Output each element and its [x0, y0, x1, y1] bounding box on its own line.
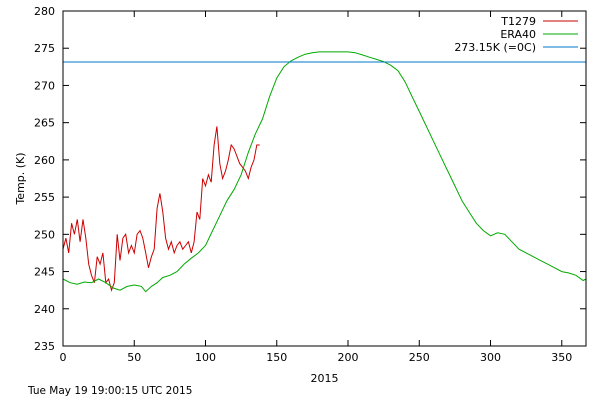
y-tick-label: 275 — [34, 42, 55, 55]
y-tick-label: 250 — [34, 228, 55, 241]
series-line-1 — [62, 51, 587, 293]
y-tick-label: 245 — [34, 266, 55, 279]
y-axis-label: Temp. (K) — [14, 152, 27, 205]
y-tick-label: 260 — [34, 154, 55, 167]
plot-frame — [62, 10, 587, 347]
legend-label: T1279 — [500, 15, 536, 28]
y-tick-label: 255 — [34, 191, 55, 204]
x-tick-label: 200 — [338, 351, 359, 364]
x-tick-label: 50 — [127, 351, 141, 364]
y-tick-label: 240 — [34, 303, 55, 316]
x-axis-label: 2015 — [311, 372, 339, 385]
x-tick-label: 0 — [60, 351, 67, 364]
x-tick-label: 150 — [266, 351, 287, 364]
y-tick-label: 280 — [34, 5, 55, 18]
x-tick-label: 350 — [551, 351, 572, 364]
legend-label: 273.15K (=0C) — [454, 41, 536, 54]
series-lines — [62, 51, 587, 293]
y-tick-label: 270 — [34, 79, 55, 92]
axis-ticks: 235 240 245 250 255 260 265 270 275 280 0 50 100 150 2… — [34, 5, 586, 364]
series-line-0 — [62, 126, 260, 292]
x-tick-label: 300 — [480, 351, 501, 364]
timestamp-footer: Tue May 19 19:00:15 UTC 2015 — [28, 385, 193, 397]
x-tick-label: 100 — [195, 351, 216, 364]
x-tick-label: 250 — [409, 351, 430, 364]
y-tick-label: 235 — [34, 340, 55, 353]
legend-label: ERA40 — [500, 28, 536, 41]
y-tick-label: 265 — [34, 117, 55, 130]
